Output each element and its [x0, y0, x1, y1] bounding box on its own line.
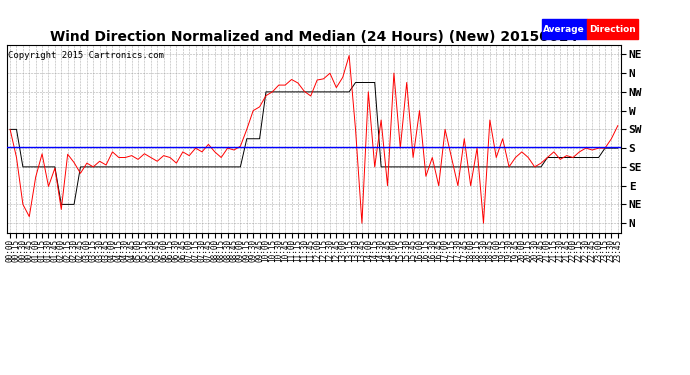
Text: Copyright 2015 Cartronics.com: Copyright 2015 Cartronics.com	[8, 51, 164, 60]
Text: Average: Average	[543, 25, 585, 34]
Title: Wind Direction Normalized and Median (24 Hours) (New) 20150614: Wind Direction Normalized and Median (24…	[50, 30, 578, 44]
Text: Direction: Direction	[589, 25, 635, 34]
